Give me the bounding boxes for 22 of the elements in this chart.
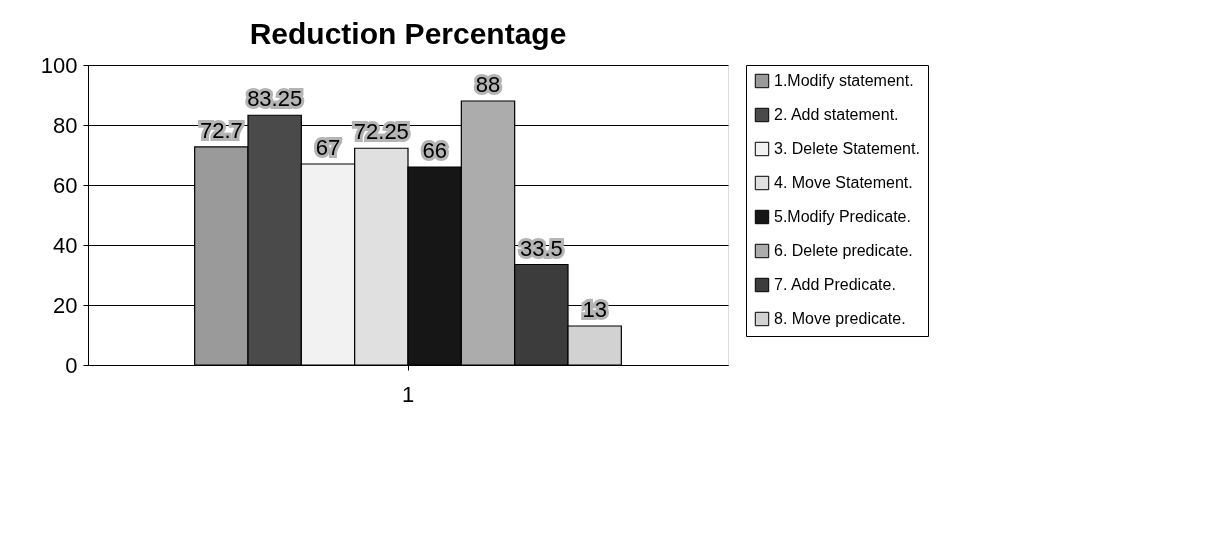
y-tick-label: 0 (65, 352, 78, 378)
y-tick-label: 80 (53, 112, 78, 138)
legend-label: 4. Move Statement. (774, 174, 913, 191)
y-tick-label: 40 (53, 232, 78, 258)
y-tick-label: 60 (53, 172, 78, 198)
data-label: 83.25 (247, 86, 303, 112)
legend-label: 7. Add Predicate. (774, 276, 896, 293)
legend-label: 8. Move predicate. (774, 310, 906, 327)
y-tick-label: 20 (53, 292, 78, 318)
legend-label: 6. Delete predicate. (774, 242, 913, 259)
legend-label: 5.Modify Predicate. (774, 208, 911, 225)
chart-title: Reduction Percentage (249, 17, 567, 50)
data-label: 72.7 (199, 117, 243, 143)
legend-label: 1.Modify statement. (774, 72, 914, 89)
data-label: 88 (475, 72, 501, 97)
legend-label: 2. Add statement. (774, 106, 899, 123)
data-label: 66 (422, 138, 447, 163)
data-label: 72.25 (353, 119, 409, 145)
legend-label: 3. Delete Statement. (774, 140, 920, 157)
data-label: 67 (315, 135, 341, 160)
y-tick-label: 100 (40, 52, 78, 78)
x-tick-label: 1 (401, 381, 415, 407)
